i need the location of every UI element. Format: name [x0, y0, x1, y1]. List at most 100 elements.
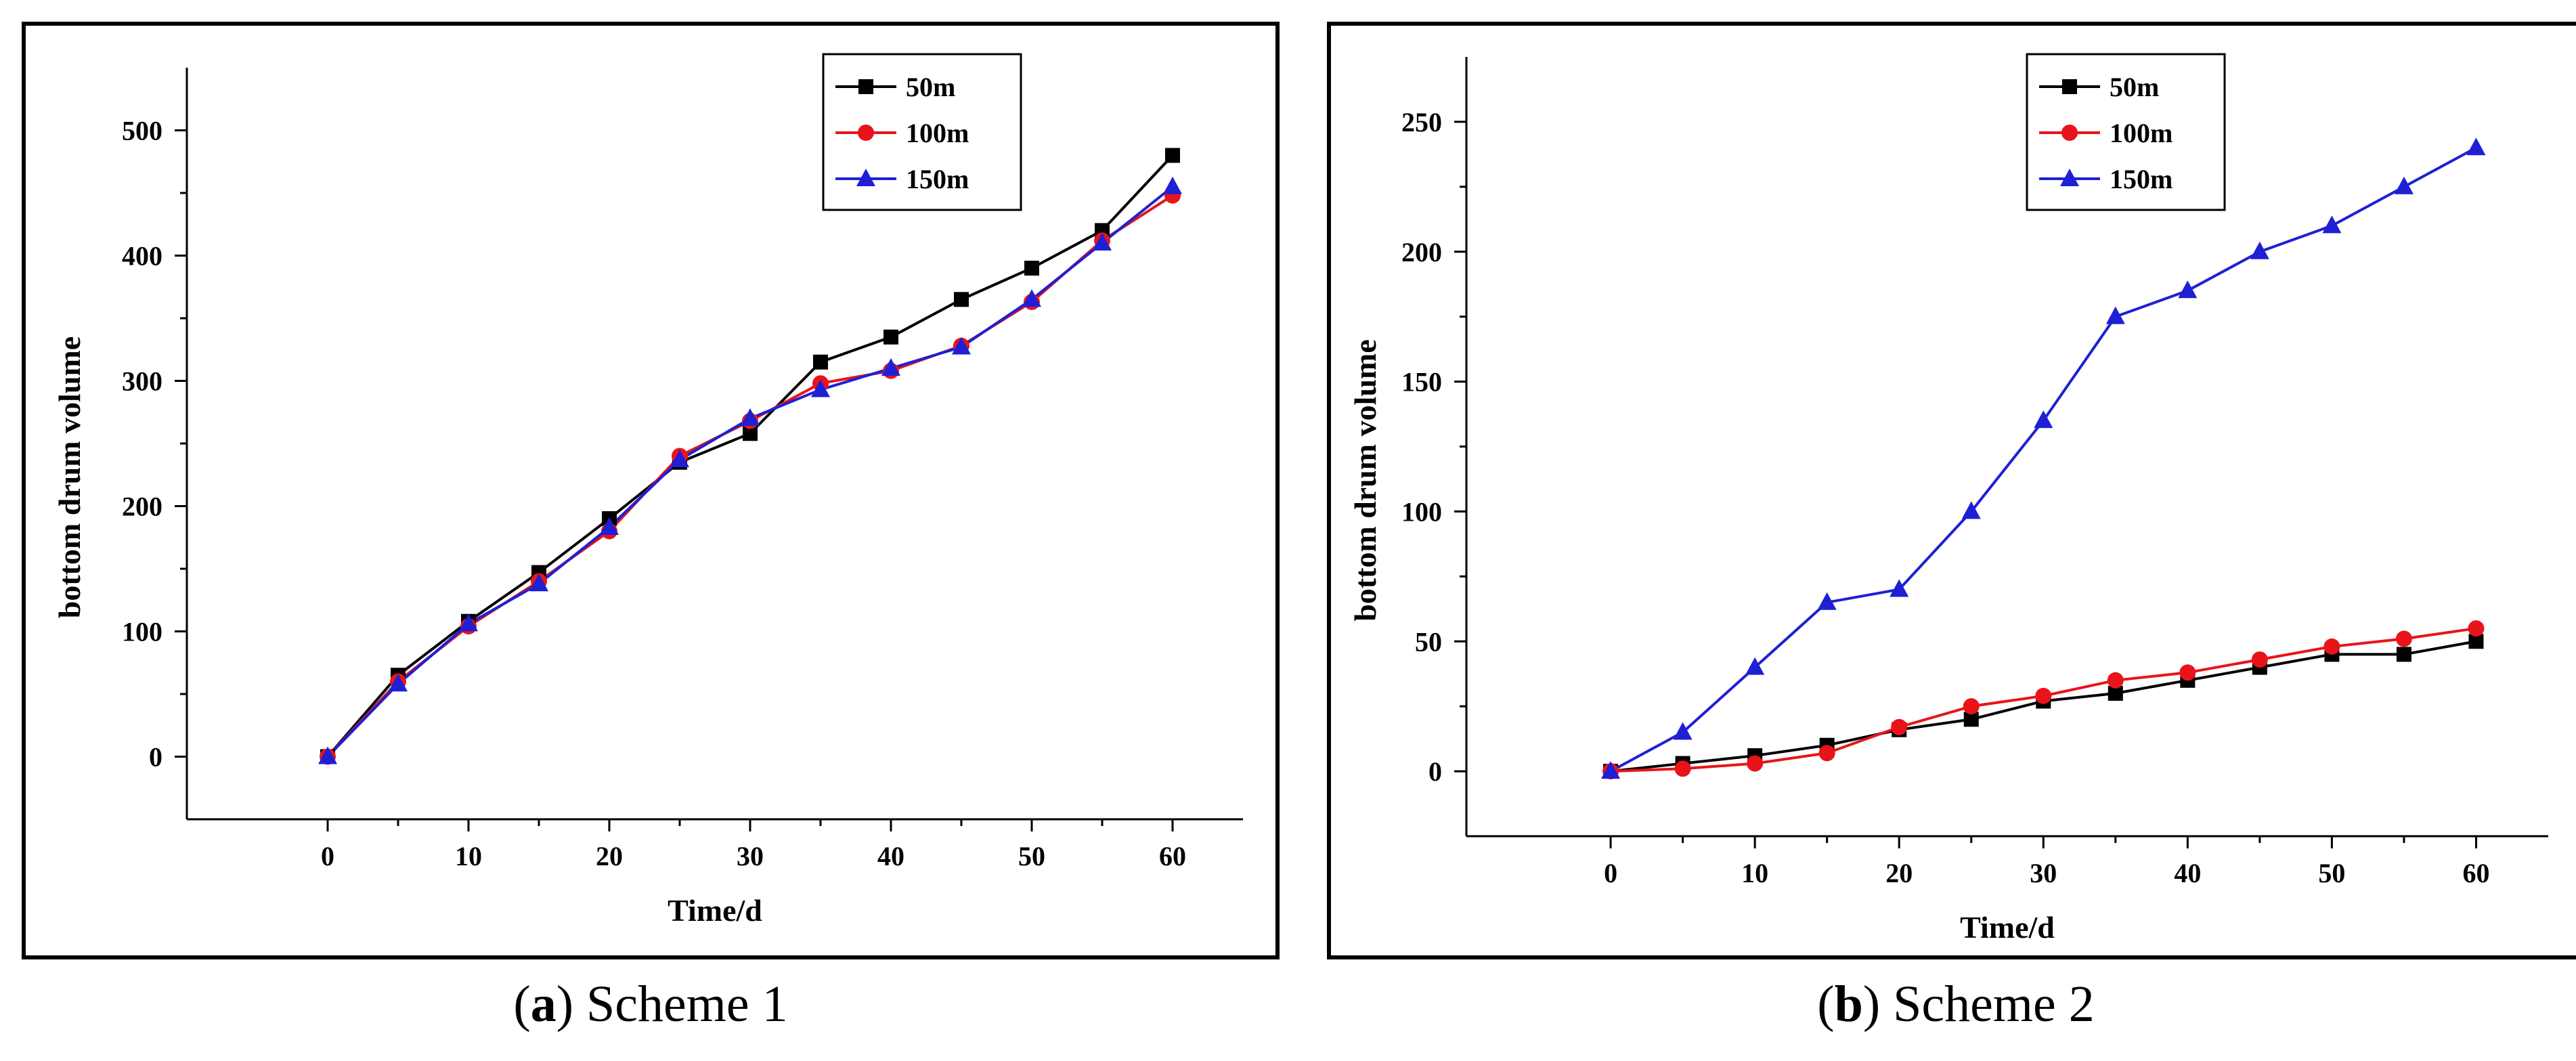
data-point-50m: [743, 426, 758, 441]
y-tick-label: 0: [1428, 756, 1442, 787]
x-tick-label: 50: [1018, 841, 1045, 871]
data-point-50m: [2108, 685, 2123, 701]
data-point-150m: [1093, 233, 1112, 251]
data-point-150m: [1745, 657, 1765, 675]
caption-b-open: (: [1817, 976, 1835, 1033]
x-tick-label: 50: [2318, 858, 2345, 888]
caption-a-letter: a: [530, 976, 556, 1033]
x-axis-label: Time/d: [668, 893, 762, 928]
x-tick-label: 10: [1741, 858, 1768, 888]
legend: 50m 100m 150m: [822, 53, 1022, 211]
x-axis-label: Time/d: [1960, 910, 2055, 945]
data-point-100m: [2179, 664, 2196, 681]
x-tick-label: 10: [455, 841, 482, 871]
data-point-100m: [2107, 672, 2124, 689]
y-tick-label: 100: [1401, 496, 1442, 527]
data-point-150m: [600, 517, 619, 535]
data-point-150m: [459, 613, 478, 632]
data-point-150m: [1163, 176, 1182, 194]
series-markers-100m: [320, 187, 1181, 765]
data-point-150m: [1817, 592, 1837, 610]
series-markers-150m: [1601, 137, 2486, 779]
y-tick-label: 250: [1401, 107, 1442, 137]
legend-marker-150m: [856, 169, 875, 186]
series-markers-150m: [318, 176, 1182, 764]
x-tick-label: 60: [2462, 858, 2489, 888]
series-line-100m: [326, 194, 1174, 758]
data-point-50m: [1963, 712, 1979, 727]
caption-a-text: Scheme 1: [573, 976, 788, 1033]
data-point-150m: [2394, 176, 2414, 194]
legend-label-150m: 150m: [906, 164, 969, 194]
y-tick-label: 0: [149, 742, 162, 773]
series-line-50m: [326, 154, 1174, 758]
data-point-50m: [2396, 647, 2411, 662]
data-point-150m: [2466, 137, 2486, 156]
caption-b-letter: b: [1834, 976, 1863, 1033]
data-point-150m: [670, 450, 689, 468]
y-tick-label: 200: [1401, 237, 1442, 267]
legend-label-150m: 150m: [2110, 164, 2173, 194]
legend-label-50m: 50m: [906, 72, 955, 102]
x-tick-label: 0: [321, 841, 334, 871]
chart-a-svg: 0 10 20 30 40 50 60 0 100 200 300 400 500 Time/d botto…: [52, 53, 1243, 928]
caption-b-text: Scheme 2: [1880, 976, 2095, 1033]
series-markers-50m: [320, 148, 1180, 764]
chart-panel-b: 0 10 20 30 40 50 60 0 50 100 150 200 250 Time/d bottom…: [1327, 22, 2576, 959]
y-tick-label: 400: [122, 241, 162, 272]
series-line-150m: [1610, 146, 2477, 773]
caption-a-open: (: [513, 976, 531, 1033]
data-point-150m: [2250, 241, 2269, 259]
data-point-50m: [2468, 634, 2484, 649]
data-point-100m: [1747, 755, 1764, 772]
data-point-150m: [529, 573, 548, 592]
y-tick-label: 50: [1415, 626, 1442, 657]
legend-label-100m: 100m: [2110, 118, 2173, 148]
legend-marker-50m: [858, 79, 873, 94]
x-tick-label: 30: [737, 841, 764, 871]
data-point-150m: [1961, 501, 1981, 519]
legend-marker-100m: [2061, 125, 2078, 141]
caption-b-close: ): [1862, 976, 1881, 1033]
data-point-100m: [2468, 620, 2485, 637]
data-point-50m: [954, 292, 969, 307]
x-tick-label: 40: [877, 841, 904, 871]
legend-marker-150m: [2060, 169, 2079, 186]
data-point-100m: [2323, 638, 2340, 655]
x-tick-label: 30: [2030, 858, 2057, 888]
data-point-150m: [952, 337, 971, 355]
caption-a-close: ): [556, 976, 574, 1033]
chart-b-svg: 0 10 20 30 40 50 60 0 50 100 150 200 250 Time/d bottom…: [1348, 53, 2548, 945]
data-point-150m: [1022, 289, 1041, 307]
data-point-50m: [1165, 148, 1180, 163]
data-point-100m: [1963, 698, 1980, 715]
data-point-50m: [813, 354, 828, 370]
legend-label-50m: 50m: [2110, 72, 2159, 102]
chart-panel-a: 0 10 20 30 40 50 60 0 100 200 300 400 500 Time/d botto…: [22, 22, 1280, 959]
data-point-100m: [1674, 760, 1691, 777]
data-point-150m: [741, 408, 760, 426]
caption-a: (a) Scheme 1: [22, 975, 1280, 1034]
y-tick-label: 300: [122, 366, 162, 397]
x-tick-label: 20: [596, 841, 623, 871]
data-point-100m: [2251, 651, 2268, 668]
data-point-150m: [2178, 280, 2198, 299]
x-tick-label: 20: [1885, 858, 1913, 888]
data-point-100m: [2035, 687, 2052, 704]
legend-marker-100m: [858, 125, 874, 141]
data-point-150m: [389, 674, 408, 692]
data-point-150m: [2034, 410, 2053, 429]
y-axis-label: bottom drum volume: [52, 337, 87, 619]
data-point-100m: [1891, 718, 1908, 735]
y-tick-label: 100: [122, 617, 162, 647]
legend-marker-50m: [2062, 79, 2077, 94]
y-tick-label: 500: [122, 116, 162, 146]
data-point-150m: [881, 358, 900, 376]
data-point-150m: [318, 746, 337, 764]
data-point-150m: [811, 379, 830, 397]
data-point-150m: [1673, 722, 1693, 740]
legend-label-100m: 100m: [906, 118, 969, 148]
data-point-50m: [883, 329, 898, 345]
data-point-150m: [1890, 579, 1909, 597]
data-point-100m: [1818, 745, 1835, 762]
